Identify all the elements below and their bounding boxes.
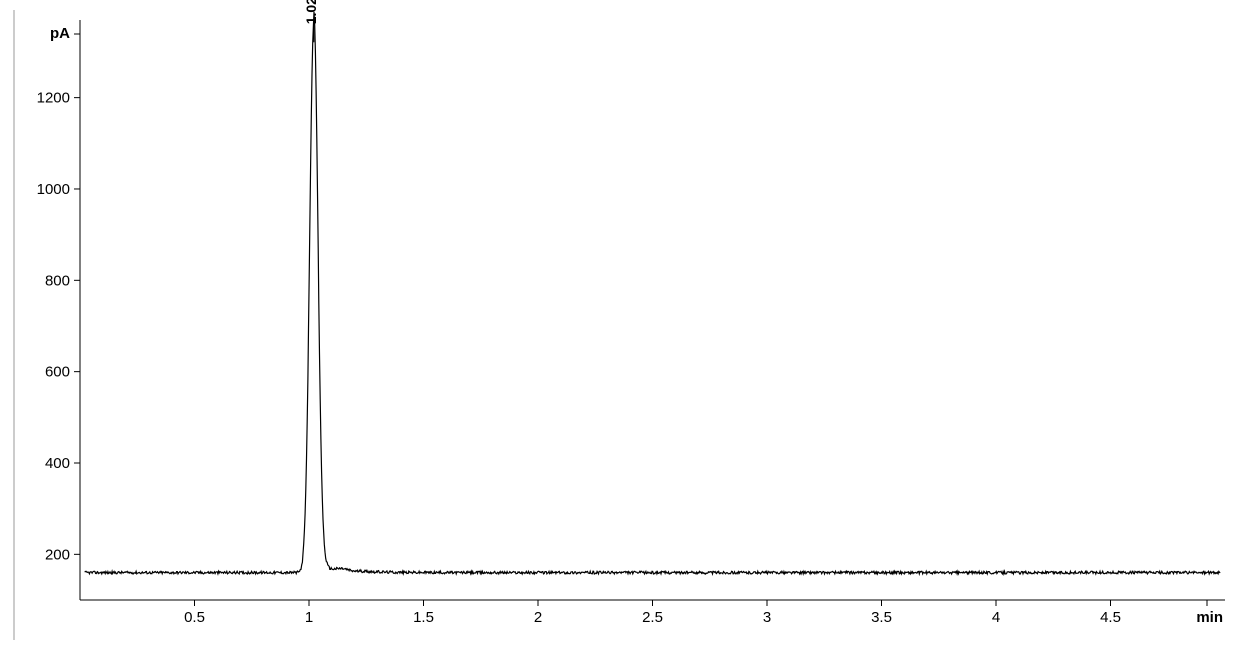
y-tick-label: 400 (45, 455, 70, 472)
chromatogram-svg: 200 400 600 800 1000 1200 pA 0.5 1 1.5 2 2.5 3 3.5 4 4.… (0, 0, 1240, 652)
y-tick-label: 600 (45, 364, 70, 381)
x-tick-label: 4.5 (1100, 609, 1121, 626)
peak-label: 1.021 (303, 0, 319, 24)
x-axis-unit: min (1196, 609, 1223, 626)
x-tick-label: 3 (763, 609, 771, 626)
x-tick-label: 3.5 (871, 609, 892, 626)
y-tick-label: 800 (45, 272, 70, 289)
y-axis-unit: pA (50, 25, 70, 42)
x-tick-label: 2.5 (642, 609, 663, 626)
y-tick-label: 200 (45, 546, 70, 563)
x-tick-label: 2 (534, 609, 542, 626)
chromatogram-chart: 200 400 600 800 1000 1200 pA 0.5 1 1.5 2 2.5 3 3.5 4 4.… (0, 0, 1240, 652)
x-tick-label: 1 (305, 609, 313, 626)
y-tick-label: 1200 (37, 90, 70, 107)
x-tick-label: 1.5 (413, 609, 434, 626)
x-tick-label: 0.5 (184, 609, 205, 626)
x-tick-label: 4 (992, 609, 1000, 626)
y-tick-label: 1000 (37, 181, 70, 198)
